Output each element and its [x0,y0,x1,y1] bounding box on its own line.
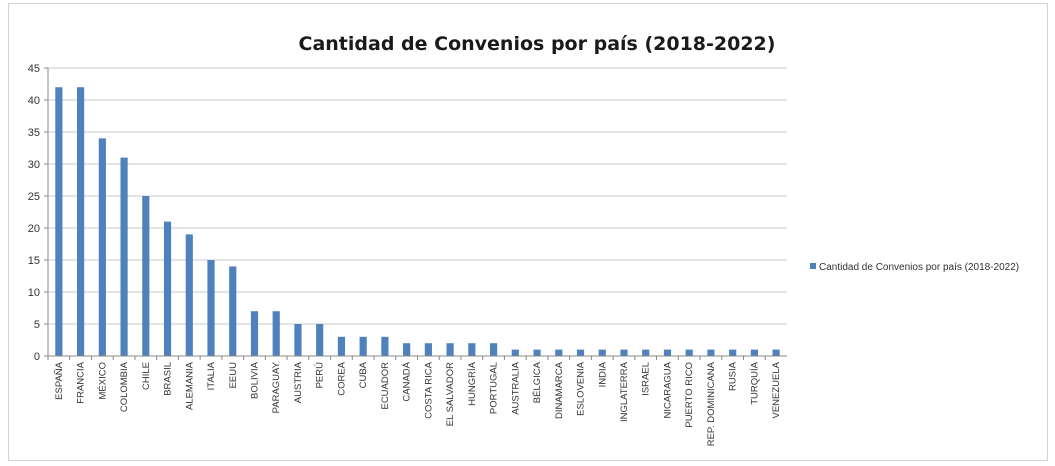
chart-frame: Cantidad de Convenios por país (2018-202… [8,3,1048,461]
bar [359,336,367,356]
bar [381,336,389,356]
bar [511,349,519,356]
x-tick-label: PORTUGAL [489,362,500,414]
bar [403,343,411,356]
y-tick-label: 0 [34,351,40,363]
bar [272,311,280,356]
bar [642,349,650,356]
x-tick-label: INGLATERRA [619,361,630,422]
x-tick-label: REP. DOMINICANA [706,361,717,446]
x-tick-label: NICARAGUA [662,361,673,418]
x-tick-label: BRASIL [163,362,174,396]
x-tick-label: VENEZUELA [771,361,782,418]
bar [77,87,85,356]
bar-chart: Cantidad de Convenios por país (2018-202… [28,33,1019,446]
bar [120,157,128,356]
legend-label: Cantidad de Convenios por país (2018-202… [819,262,1019,273]
bar [772,349,780,356]
x-tick-label: ESPAÑA [54,361,65,400]
bar [294,324,302,356]
x-tick-label: TURQUÍA [749,361,760,404]
x-axis-ticks: ESPAÑA FRANCIA MÉXICO COLOMBIA CHILE BRASIL AL… [47,356,782,446]
x-tick-label: PARAGUAY [271,361,282,413]
x-tick-label: EL SALVADOR [445,362,456,426]
x-tick-label: CANADÁ [402,361,413,401]
bar [316,324,324,356]
bar [663,349,672,356]
x-tick-label: AUSTRALIA [510,361,521,414]
x-tick-label: COSTA RICA [423,361,434,418]
bar [185,234,193,356]
x-tick-label: RUSIA [728,361,739,391]
bar [55,87,63,356]
bar [685,349,693,356]
x-tick-label: DINAMARCA [554,361,565,419]
y-tick-label: 10 [28,287,40,299]
bar [598,349,606,356]
bar [489,343,498,356]
bar [750,349,758,356]
bar [250,311,259,356]
y-tick-label: 15 [28,255,40,267]
y-tick-label: 45 [28,63,40,75]
x-tick-label: ISRAEL [641,362,652,396]
y-axis-ticks: 0 5 10 15 20 25 30 35 40 45 [28,63,48,363]
x-tick-label: FRANCIA [76,361,87,403]
y-tick-label: 30 [28,159,40,171]
x-tick-label: COLOMBIA [119,361,130,412]
y-tick-label: 5 [34,319,40,331]
bar [207,260,215,356]
bar [620,349,628,356]
x-tick-label: HUNGRÍA [467,361,478,405]
bar [229,266,237,356]
y-tick-label: 20 [28,223,40,235]
bar [142,196,150,356]
x-tick-label: CUBA [358,361,369,388]
x-tick-label: BOLIVIA [249,361,260,399]
x-tick-label: INDIA [597,361,608,387]
bar [729,349,737,356]
x-tick-label: PUERTO RICO [684,362,695,428]
y-tick-label: 40 [28,95,40,107]
x-tick-label: CHILE [141,362,152,390]
x-tick-label: MÉXICO [97,362,108,399]
bar [576,349,585,356]
bar [446,343,454,356]
bars [55,87,780,356]
gridlines [48,67,787,325]
x-tick-label: PERÚ [315,362,326,389]
x-tick-label: EEUU [228,362,239,389]
bar [163,221,172,356]
x-tick-label: ESLOVENIA [576,361,587,416]
chart-title: Cantidad de Convenios por país (2018-202… [299,33,776,55]
x-tick-label: ITALIA [206,361,217,390]
x-tick-label: COREA [336,361,347,395]
bar [468,343,476,356]
legend: Cantidad de Convenios por país (2018-202… [810,262,1019,273]
legend-swatch [810,263,816,269]
bar [98,138,106,356]
bar [707,349,715,356]
bar [533,349,541,356]
bar [337,336,346,356]
bar [555,349,563,356]
y-tick-label: 25 [28,191,40,203]
x-tick-label: BÉLGICA [532,361,543,403]
bar [424,343,432,356]
x-tick-label: ALEMANIA [184,361,195,410]
x-tick-label: ECUADOR [380,362,391,410]
x-tick-label: AUSTRIA [293,361,304,403]
y-tick-label: 35 [28,127,40,139]
